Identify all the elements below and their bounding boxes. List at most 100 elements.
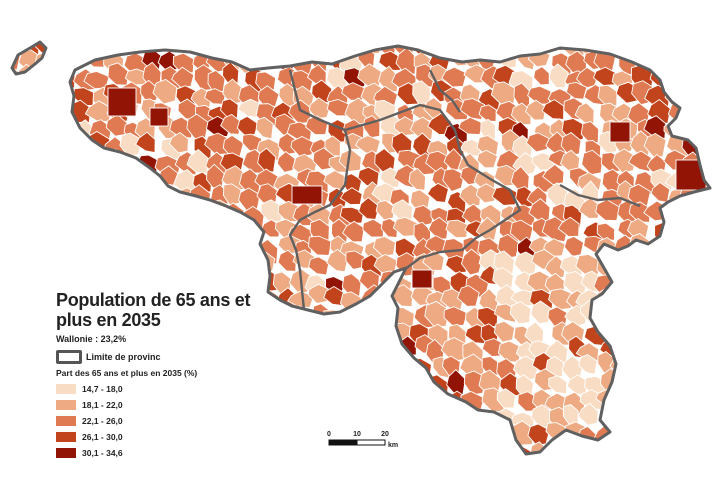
commune (465, 422, 487, 442)
commune (34, 101, 56, 127)
commune (380, 217, 399, 239)
commune (697, 408, 710, 433)
scale-segment-light (356, 439, 386, 446)
commune (39, 203, 64, 229)
commune (629, 426, 648, 446)
commune (12, 206, 29, 227)
commune (510, 102, 532, 126)
commune (22, 282, 45, 307)
commune (643, 132, 667, 158)
commune (99, 266, 122, 294)
commune (70, 204, 97, 224)
commune (543, 238, 566, 257)
commune (21, 405, 44, 428)
commune (258, 460, 277, 482)
commune (666, 71, 693, 89)
commune (685, 320, 707, 339)
commune (525, 132, 551, 153)
commune (189, 217, 211, 239)
commune (339, 318, 359, 337)
commune (205, 410, 228, 431)
commune (530, 42, 552, 52)
commune (73, 239, 98, 261)
commune (360, 284, 388, 309)
commune (460, 42, 484, 59)
commune (683, 200, 707, 223)
commune (54, 252, 80, 273)
commune (449, 402, 470, 429)
commune (12, 222, 27, 245)
commune (445, 219, 469, 239)
commune (12, 186, 25, 212)
commune (680, 252, 702, 279)
commune (156, 268, 175, 289)
commune (12, 137, 25, 161)
commune (287, 353, 309, 378)
commune (643, 354, 670, 380)
commune (541, 99, 565, 120)
commune (290, 339, 312, 361)
commune (255, 374, 281, 398)
commune (361, 360, 383, 382)
commune (149, 107, 169, 127)
commune (699, 424, 710, 444)
commune (378, 50, 403, 71)
commune (105, 165, 126, 183)
commune (290, 388, 311, 410)
commune (663, 254, 685, 278)
commune (685, 405, 705, 426)
commune (342, 220, 365, 243)
commune (85, 184, 106, 208)
commune (339, 388, 362, 412)
commune (138, 408, 161, 432)
commune (668, 438, 691, 454)
commune (493, 320, 516, 343)
commune (679, 42, 704, 54)
commune (12, 272, 27, 299)
commune (206, 370, 232, 397)
commune (582, 441, 602, 454)
commune (698, 71, 710, 91)
commune (714, 81, 724, 99)
commune (648, 373, 671, 397)
commune (719, 459, 724, 476)
commune (172, 250, 197, 275)
commune (475, 455, 497, 475)
commune (150, 258, 171, 280)
province-legend-label: Limite de provinc (86, 352, 161, 362)
commune (288, 322, 309, 348)
commune (140, 42, 164, 52)
commune (412, 386, 438, 409)
commune (21, 117, 49, 140)
commune (530, 300, 553, 325)
commune (595, 457, 616, 479)
commune (101, 222, 128, 244)
commune (190, 453, 213, 454)
commune (663, 367, 689, 394)
commune (668, 46, 686, 68)
commune (72, 152, 95, 173)
commune (595, 42, 615, 51)
commune (106, 201, 130, 222)
scale-bar: 0 10 20 km (327, 431, 398, 449)
commune (167, 236, 194, 259)
commune (255, 42, 280, 60)
commune (664, 269, 682, 294)
commune (697, 368, 710, 389)
commune (308, 374, 329, 399)
commune (276, 392, 302, 413)
commune (277, 321, 301, 343)
commune (16, 269, 42, 293)
commune (257, 337, 284, 360)
legend-label: 30,1 - 34,6 (82, 447, 123, 458)
commune (209, 256, 232, 278)
commune (715, 389, 724, 411)
commune (716, 443, 724, 468)
commune (548, 375, 568, 395)
commune (39, 120, 60, 146)
commune (35, 391, 56, 411)
commune (577, 402, 599, 426)
commune (563, 235, 585, 257)
commune (170, 385, 196, 405)
commune (509, 456, 532, 471)
